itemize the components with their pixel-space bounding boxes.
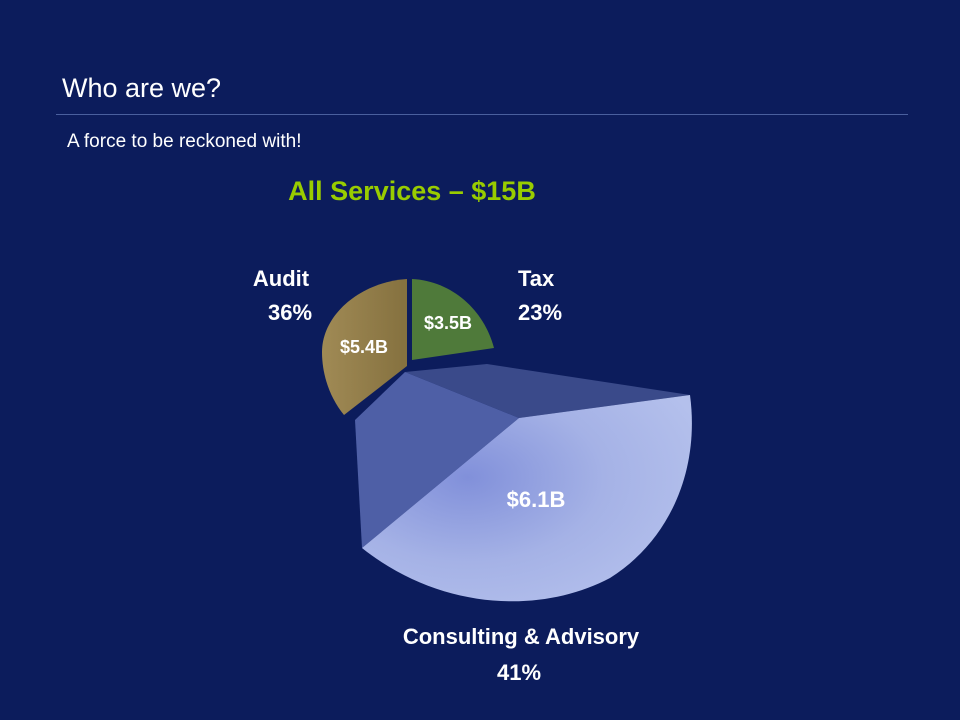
label-tax: Tax bbox=[518, 266, 555, 291]
percent-audit: 36% bbox=[268, 300, 312, 325]
percent-consulting: 41% bbox=[497, 660, 541, 685]
pie-slice-audit bbox=[322, 279, 407, 415]
label-consulting: Consulting & Advisory bbox=[403, 624, 640, 649]
pie-slice-consulting-side bbox=[355, 372, 519, 548]
value-consulting: $6.1B bbox=[507, 487, 566, 512]
value-tax: $3.5B bbox=[424, 313, 472, 333]
chart-title: All Services – $15B bbox=[288, 176, 536, 206]
percent-tax: 23% bbox=[518, 300, 562, 325]
value-audit: $5.4B bbox=[340, 337, 388, 357]
pie-slice-consulting-back bbox=[405, 364, 690, 418]
pie-slice-consulting bbox=[355, 364, 692, 602]
slide-title: Who are we? bbox=[62, 73, 222, 103]
pie-slice-tax bbox=[412, 279, 494, 360]
pie-slice-consulting-top bbox=[362, 395, 692, 602]
label-audit: Audit bbox=[253, 266, 310, 291]
title-divider bbox=[56, 114, 908, 115]
slide-subtitle: A force to be reckoned with! bbox=[67, 131, 302, 152]
